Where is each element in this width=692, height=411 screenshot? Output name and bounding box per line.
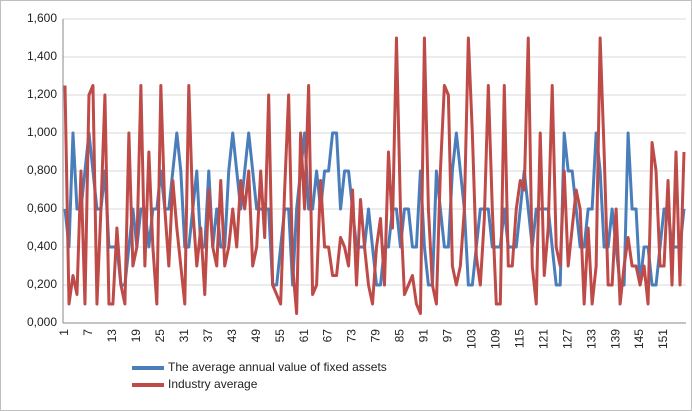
x-tick-label: 109 <box>488 329 502 349</box>
x-tick-label: 25 <box>153 329 167 343</box>
legend-label: Industry average <box>168 377 258 391</box>
y-tick-label: 0,000 <box>27 315 57 329</box>
x-tick-label: 61 <box>297 329 311 343</box>
x-tick-label: 115 <box>512 329 526 348</box>
x-tick-label: 97 <box>441 329 455 343</box>
x-tick-label: 31 <box>177 329 191 343</box>
y-tick-label: 0,600 <box>27 201 57 215</box>
x-tick-label: 85 <box>393 329 407 343</box>
y-tick-label: 0,400 <box>27 239 57 253</box>
x-tick-label: 73 <box>345 329 359 343</box>
legend-label: The average annual value of fixed assets <box>168 360 387 374</box>
x-tick-label: 151 <box>656 329 670 349</box>
x-tick-label: 1 <box>57 329 71 336</box>
x-tick-label: 139 <box>608 329 622 349</box>
x-tick-label: 121 <box>536 329 550 349</box>
x-tick-label: 7 <box>81 329 95 336</box>
x-tick-label: 91 <box>417 329 431 343</box>
y-tick-label: 1,600 <box>27 11 57 25</box>
x-tick-label: 55 <box>273 329 287 343</box>
x-tick-label: 13 <box>105 329 119 343</box>
x-tick-label: 145 <box>632 329 646 349</box>
y-tick-label: 1,400 <box>27 49 57 63</box>
x-tick-label: 37 <box>201 329 215 343</box>
x-tick-label: 79 <box>369 329 383 343</box>
x-tick-label: 67 <box>321 329 335 343</box>
y-tick-label: 1,200 <box>27 87 57 101</box>
series-line <box>63 36 686 315</box>
x-tick-label: 127 <box>560 329 574 349</box>
x-tick-label: 43 <box>225 329 239 343</box>
y-tick-label: 0,800 <box>27 163 57 177</box>
x-tick-label: 133 <box>584 329 598 349</box>
x-tick-label: 19 <box>129 329 143 343</box>
y-tick-label: 0,200 <box>27 277 57 291</box>
y-tick-label: 1,000 <box>27 125 57 139</box>
x-tick-label: 49 <box>249 329 263 343</box>
x-tick-label: 103 <box>465 329 479 349</box>
